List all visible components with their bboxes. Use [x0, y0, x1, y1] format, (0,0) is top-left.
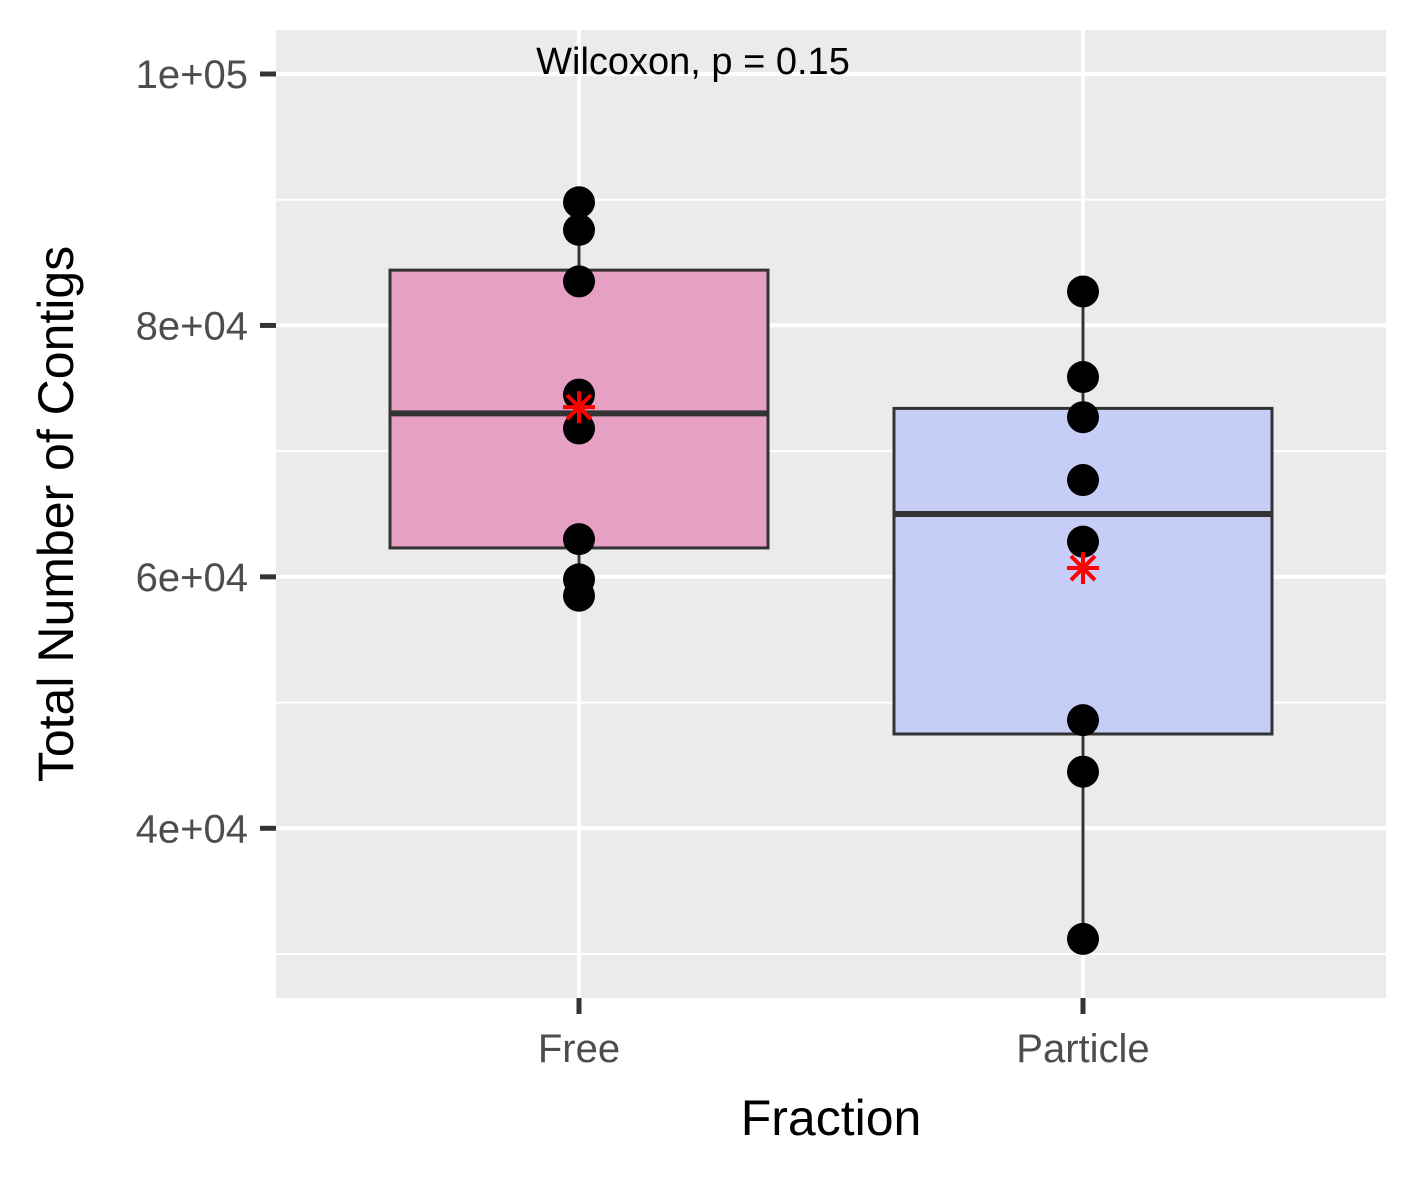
mean-marker [563, 391, 595, 424]
data-point [1067, 464, 1099, 497]
y-tick-label: 6e+04 [136, 556, 248, 600]
data-point [1067, 401, 1099, 434]
data-point [1067, 922, 1099, 955]
mean-marker-stroke [1069, 554, 1097, 582]
y-tick-label: 1e+05 [136, 53, 248, 97]
mean-marker-stroke [565, 393, 593, 421]
data-point [1067, 755, 1099, 788]
data-points [563, 186, 1099, 955]
y-tick-label: 8e+04 [136, 304, 248, 348]
mean-markers [563, 391, 1099, 585]
data-point [1067, 525, 1099, 558]
x-tick-label: Particle [1016, 1027, 1149, 1071]
x-tick-label: Free [538, 1027, 620, 1071]
data-point [1067, 360, 1099, 393]
mean-marker [1067, 552, 1099, 585]
x-axis-title: Fraction [741, 1090, 922, 1146]
data-point [563, 213, 595, 246]
data-point [563, 265, 595, 298]
y-tick-label: 4e+04 [136, 807, 248, 851]
data-point [563, 579, 595, 612]
wilcoxon-annotation: Wilcoxon, p = 0.15 [536, 41, 850, 83]
axes: 4e+04 6e+04 8e+04 1e+05 Free Particle [136, 53, 1150, 1071]
y-axis-title: Total Number of Contigs [28, 246, 84, 782]
data-point [563, 186, 595, 219]
data-point [1067, 275, 1099, 308]
data-point [1067, 704, 1099, 737]
data-point [563, 523, 595, 556]
data-point [563, 412, 595, 445]
